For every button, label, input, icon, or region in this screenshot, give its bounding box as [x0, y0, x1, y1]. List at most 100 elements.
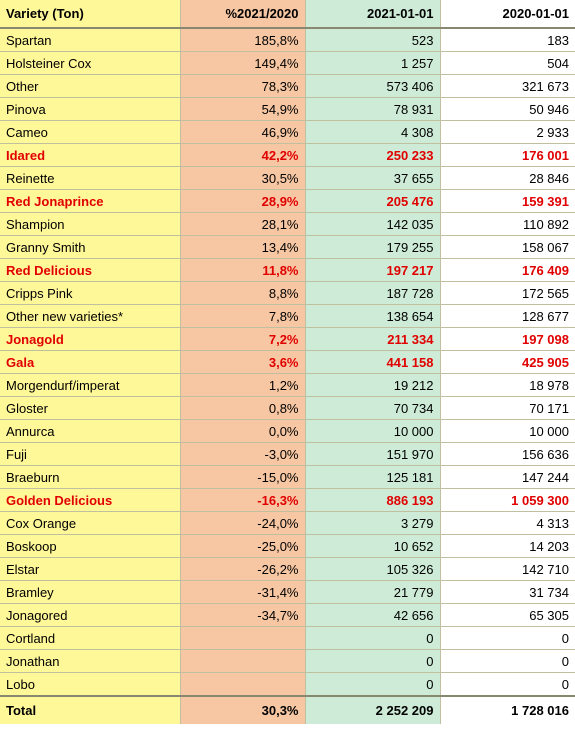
cell-2020: 110 892: [440, 213, 575, 236]
cell-2021: 1 257: [305, 52, 440, 75]
table-row: Gala3,6%441 158425 905: [0, 351, 575, 374]
total-row: Total 30,3% 2 252 209 1 728 016: [0, 696, 575, 724]
cell-2021: 42 656: [305, 604, 440, 627]
table-row: Other new varieties*7,8%138 654128 677: [0, 305, 575, 328]
cell-2020: 128 677: [440, 305, 575, 328]
cell-pct: [180, 650, 305, 673]
cell-2020: 156 636: [440, 443, 575, 466]
cell-variety: Holsteiner Cox: [0, 52, 180, 75]
header-2020: 2020-01-01: [440, 0, 575, 28]
table-row: Red Delicious11,8%197 217176 409: [0, 259, 575, 282]
cell-variety: Golden Delicious: [0, 489, 180, 512]
cell-2021: 10 652: [305, 535, 440, 558]
cell-pct: 13,4%: [180, 236, 305, 259]
cell-2020: 0: [440, 673, 575, 697]
cell-2021: 78 931: [305, 98, 440, 121]
cell-2021: 10 000: [305, 420, 440, 443]
cell-pct: [180, 627, 305, 650]
cell-variety: Gala: [0, 351, 180, 374]
table-row: Elstar-26,2%105 326142 710: [0, 558, 575, 581]
cell-pct: 1,2%: [180, 374, 305, 397]
table-body: Spartan185,8%523183Holsteiner Cox149,4%1…: [0, 28, 575, 696]
table-row: Spartan185,8%523183: [0, 28, 575, 52]
cell-2020: 0: [440, 650, 575, 673]
cell-2021: 21 779: [305, 581, 440, 604]
cell-2021: 142 035: [305, 213, 440, 236]
cell-2021: 3 279: [305, 512, 440, 535]
total-label: Total: [0, 696, 180, 724]
cell-2021: 105 326: [305, 558, 440, 581]
cell-pct: 30,5%: [180, 167, 305, 190]
cell-2021: 441 158: [305, 351, 440, 374]
cell-2021: 70 734: [305, 397, 440, 420]
cell-2021: 0: [305, 673, 440, 697]
cell-2020: 176 409: [440, 259, 575, 282]
table-row: Granny Smith13,4%179 255158 067: [0, 236, 575, 259]
table-row: Lobo 00: [0, 673, 575, 697]
cell-variety: Boskoop: [0, 535, 180, 558]
cell-pct: 0,0%: [180, 420, 305, 443]
cell-2021: 211 334: [305, 328, 440, 351]
cell-variety: Jonathan: [0, 650, 180, 673]
cell-2021: 138 654: [305, 305, 440, 328]
cell-variety: Shampion: [0, 213, 180, 236]
cell-pct: [180, 673, 305, 697]
header-variety: Variety (Ton): [0, 0, 180, 28]
header-pct: %2021/2020: [180, 0, 305, 28]
cell-variety: Other: [0, 75, 180, 98]
cell-pct: 7,2%: [180, 328, 305, 351]
cell-2021: 886 193: [305, 489, 440, 512]
cell-variety: Pinova: [0, 98, 180, 121]
table-row: Annurca0,0%10 00010 000: [0, 420, 575, 443]
header-row: Variety (Ton) %2021/2020 2021-01-01 2020…: [0, 0, 575, 28]
table-row: Pinova54,9%78 93150 946: [0, 98, 575, 121]
cell-2020: 18 978: [440, 374, 575, 397]
header-2021: 2021-01-01: [305, 0, 440, 28]
cell-2021: 0: [305, 650, 440, 673]
cell-2020: 425 905: [440, 351, 575, 374]
cell-variety: Reinette: [0, 167, 180, 190]
cell-2020: 321 673: [440, 75, 575, 98]
table-row: Golden Delicious-16,3%886 1931 059 300: [0, 489, 575, 512]
cell-2021: 205 476: [305, 190, 440, 213]
table-row: Boskoop-25,0%10 65214 203: [0, 535, 575, 558]
total-2020: 1 728 016: [440, 696, 575, 724]
table-row: Holsteiner Cox149,4%1 257504: [0, 52, 575, 75]
table-row: Jonagold7,2%211 334197 098: [0, 328, 575, 351]
table-row: Other78,3%573 406321 673: [0, 75, 575, 98]
cell-pct: -24,0%: [180, 512, 305, 535]
cell-2020: 183: [440, 28, 575, 52]
table-row: Cameo46,9%4 3082 933: [0, 121, 575, 144]
variety-table: Variety (Ton) %2021/2020 2021-01-01 2020…: [0, 0, 575, 724]
cell-variety: Jonagored: [0, 604, 180, 627]
cell-pct: 28,9%: [180, 190, 305, 213]
table-row: Fuji-3,0%151 970156 636: [0, 443, 575, 466]
cell-variety: Cripps Pink: [0, 282, 180, 305]
cell-2020: 158 067: [440, 236, 575, 259]
cell-pct: -3,0%: [180, 443, 305, 466]
cell-2020: 2 933: [440, 121, 575, 144]
table-row: Jonagored-34,7%42 65665 305: [0, 604, 575, 627]
cell-pct: -34,7%: [180, 604, 305, 627]
cell-2020: 10 000: [440, 420, 575, 443]
cell-pct: -15,0%: [180, 466, 305, 489]
cell-variety: Gloster: [0, 397, 180, 420]
table-row: Jonathan 00: [0, 650, 575, 673]
cell-2020: 28 846: [440, 167, 575, 190]
cell-2021: 523: [305, 28, 440, 52]
table-row: Bramley-31,4%21 77931 734: [0, 581, 575, 604]
cell-2020: 142 710: [440, 558, 575, 581]
cell-variety: Lobo: [0, 673, 180, 697]
cell-pct: -25,0%: [180, 535, 305, 558]
cell-2020: 176 001: [440, 144, 575, 167]
cell-2020: 50 946: [440, 98, 575, 121]
cell-variety: Spartan: [0, 28, 180, 52]
cell-2020: 147 244: [440, 466, 575, 489]
cell-variety: Fuji: [0, 443, 180, 466]
cell-variety: Bramley: [0, 581, 180, 604]
table-row: Shampion28,1%142 035110 892: [0, 213, 575, 236]
cell-pct: 8,8%: [180, 282, 305, 305]
cell-2020: 70 171: [440, 397, 575, 420]
cell-pct: 0,8%: [180, 397, 305, 420]
cell-2021: 0: [305, 627, 440, 650]
